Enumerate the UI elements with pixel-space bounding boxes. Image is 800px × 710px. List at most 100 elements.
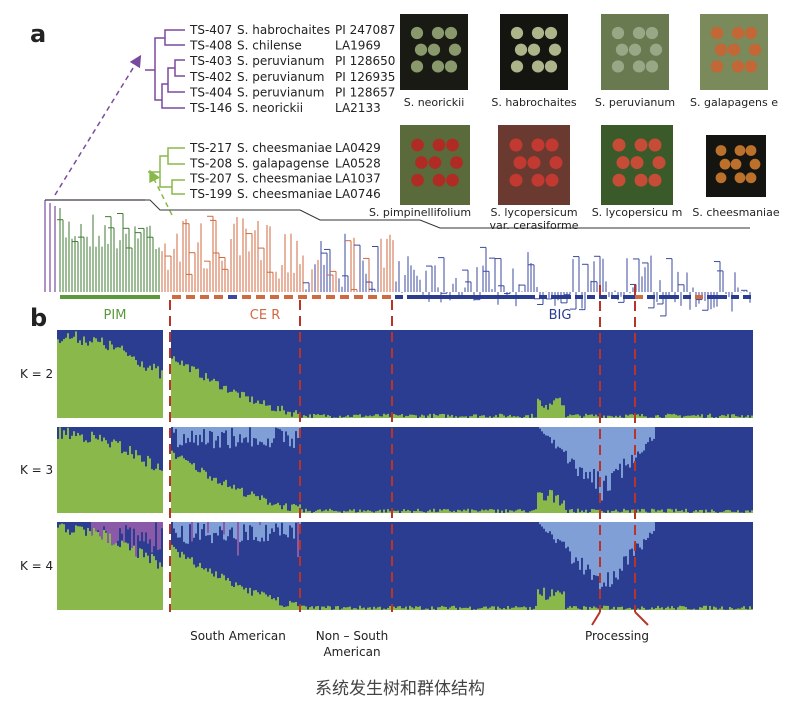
- bar-green: [499, 414, 501, 418]
- bar-green: [89, 531, 91, 610]
- bar-green: [429, 510, 431, 513]
- bar-bg: [481, 330, 483, 418]
- bar-purple: [129, 522, 131, 527]
- bar-green: [497, 417, 499, 418]
- bar-green: [181, 361, 183, 418]
- bar-green: [545, 405, 547, 418]
- bar-bg: [587, 330, 589, 418]
- bar-green: [563, 591, 565, 610]
- bar-green: [255, 590, 257, 610]
- bar-green: [319, 415, 321, 418]
- bar-green: [459, 510, 461, 513]
- bar-green: [467, 608, 469, 610]
- bar-green: [125, 452, 127, 513]
- bar-green: [443, 509, 445, 513]
- group-bar: [587, 295, 595, 299]
- bar-bg: [321, 522, 323, 610]
- bar-green: [377, 414, 379, 418]
- bar-lightblue: [637, 522, 639, 544]
- bar-green: [603, 512, 605, 513]
- bar-green: [87, 528, 89, 610]
- bar-green: [61, 341, 63, 418]
- bar-bg: [653, 427, 655, 513]
- bar-green: [405, 511, 407, 513]
- bar-bg: [415, 522, 417, 610]
- bar-green: [191, 464, 193, 513]
- bar-lightblue: [189, 522, 191, 524]
- bar-purple: [191, 522, 193, 541]
- bar-bg: [711, 522, 713, 610]
- bar-green: [669, 608, 671, 610]
- bar-green: [551, 589, 553, 610]
- bar-bg: [323, 330, 325, 418]
- bar-green: [251, 596, 253, 610]
- bar-green: [465, 608, 467, 610]
- bar-bg: [745, 522, 747, 610]
- bar-bg: [311, 330, 313, 418]
- bar-green: [337, 606, 339, 610]
- bar-green: [317, 414, 319, 418]
- bar-green: [323, 414, 325, 418]
- bar-bg: [661, 330, 663, 418]
- bar-green: [281, 606, 283, 610]
- bar-green: [145, 466, 147, 513]
- bar-bg: [709, 522, 711, 610]
- bar-bg: [543, 330, 545, 418]
- bar-green: [627, 608, 629, 610]
- bar-lightblue: [561, 427, 563, 449]
- bar-bg: [517, 522, 519, 610]
- bar-bg: [303, 330, 305, 418]
- bar-bg: [321, 427, 323, 513]
- bar-green: [235, 490, 237, 513]
- bar-green: [283, 410, 285, 418]
- bar-green: [107, 350, 109, 418]
- bar-bg: [665, 330, 667, 418]
- bar-lightblue: [203, 427, 205, 429]
- bar-green: [639, 512, 641, 513]
- bar-green: [81, 345, 83, 418]
- bar-green: [71, 338, 73, 418]
- bar-bg: [287, 427, 289, 513]
- bar-green: [549, 404, 551, 418]
- bar-green: [505, 609, 507, 610]
- bar-green: [531, 511, 533, 513]
- bar-bg: [373, 330, 375, 418]
- bar-green: [113, 544, 115, 610]
- bar-bg: [387, 427, 389, 513]
- bar-green: [181, 552, 183, 610]
- bar-bg: [271, 330, 273, 418]
- fruit: [528, 44, 540, 56]
- bar-green: [231, 586, 233, 610]
- bar-green: [491, 606, 493, 610]
- bar-lightblue: [577, 522, 579, 561]
- bar-lightblue: [241, 427, 243, 443]
- fruit: [633, 27, 645, 39]
- bar-green: [231, 489, 233, 513]
- bar-green: [291, 417, 293, 418]
- bar-lightblue: [293, 522, 295, 539]
- bar-bg: [417, 522, 419, 610]
- taxon-label: PI 128650: [335, 54, 395, 68]
- bar-lightblue: [623, 427, 625, 459]
- bar-green: [203, 569, 205, 610]
- bar-bg: [317, 522, 319, 610]
- bar-lightblue: [585, 522, 587, 570]
- bar-lightblue: [641, 522, 643, 549]
- bar-green: [131, 357, 133, 418]
- bar-bg: [393, 427, 395, 513]
- fruit: [720, 159, 731, 170]
- fruit: [745, 27, 757, 39]
- bar-green: [577, 608, 579, 610]
- bar-green: [729, 607, 731, 610]
- bar-bg: [309, 522, 311, 610]
- bar-green: [153, 364, 155, 418]
- bar-green: [743, 606, 745, 610]
- fruit: [428, 44, 440, 56]
- taxon-label: PI 128657: [335, 85, 395, 99]
- bar-green: [605, 606, 607, 610]
- bar-lightblue: [631, 427, 633, 455]
- bar-green: [289, 601, 291, 610]
- bar-green: [209, 476, 211, 513]
- bar-green: [253, 494, 255, 513]
- bar-green: [349, 417, 351, 418]
